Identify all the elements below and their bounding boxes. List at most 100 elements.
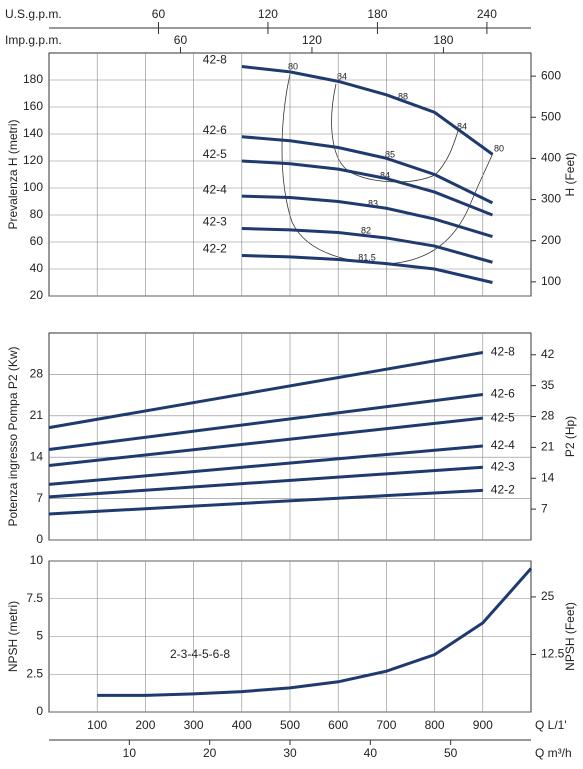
curve-label: 42-3 bbox=[203, 215, 227, 229]
x-axis-label: Q L/1' bbox=[535, 718, 567, 732]
y-tick-label: 180 bbox=[23, 72, 43, 86]
y2-tick-label: 28 bbox=[541, 409, 555, 423]
x-tick-label: 120 bbox=[258, 7, 278, 21]
y2-tick-label: 21 bbox=[541, 440, 555, 454]
efficiency-label: 84 bbox=[337, 71, 347, 81]
y2-tick-label: 200 bbox=[541, 233, 561, 247]
y-tick-label: 120 bbox=[23, 153, 43, 167]
y-axis-label: Prevalenza H (metri) bbox=[6, 119, 20, 229]
y-tick-label: 160 bbox=[23, 99, 43, 113]
y-tick-label: 20 bbox=[30, 288, 44, 302]
curve bbox=[48, 465, 483, 499]
curve bbox=[241, 227, 493, 264]
efficiency-contour bbox=[281, 73, 494, 265]
curve bbox=[241, 135, 494, 205]
x2-tick-label: 40 bbox=[364, 746, 378, 760]
curve-label: 42-2 bbox=[491, 482, 515, 496]
curve-label: 42-6 bbox=[491, 387, 515, 401]
x-tick-label: 200 bbox=[135, 718, 155, 732]
curve-label: 42-5 bbox=[203, 147, 227, 161]
axis-label: U.S.g.p.m. bbox=[5, 7, 62, 21]
x-tick-label: 600 bbox=[328, 718, 348, 732]
x-tick-label: 180 bbox=[433, 33, 453, 47]
curve-label: 42-2 bbox=[203, 242, 227, 256]
curve bbox=[48, 416, 483, 467]
y-tick-label: 14 bbox=[30, 449, 44, 463]
efficiency-label: 85 bbox=[385, 149, 395, 159]
x2-axis-label: Q m³/h bbox=[535, 746, 572, 760]
y-tick-label: 60 bbox=[30, 234, 44, 248]
x-tick-label: 900 bbox=[473, 718, 493, 732]
efficiency-label: 81.5 bbox=[358, 252, 376, 262]
curve bbox=[241, 65, 494, 156]
y-tick-label: 2.5 bbox=[26, 666, 43, 680]
efficiency-label: 80 bbox=[494, 143, 504, 153]
x2-tick-label: 50 bbox=[444, 746, 458, 760]
y-tick-label: 100 bbox=[23, 180, 43, 194]
x-tick-label: 240 bbox=[477, 7, 497, 21]
curve bbox=[48, 351, 484, 430]
efficiency-label: 88 bbox=[398, 91, 408, 101]
curve-label: 42-8 bbox=[491, 345, 515, 359]
y-tick-label: 7 bbox=[36, 491, 43, 505]
curve bbox=[48, 393, 483, 451]
x2-tick-label: 20 bbox=[203, 746, 217, 760]
y-axis-label: NPSH (metri) bbox=[6, 601, 20, 672]
x-tick-label: 180 bbox=[367, 7, 387, 21]
y-tick-label: 0 bbox=[36, 704, 43, 718]
curve-label: 42-8 bbox=[203, 53, 227, 67]
y2-axis-label: P2 (Hp) bbox=[563, 416, 577, 457]
x-tick-label: 800 bbox=[425, 718, 445, 732]
y2-tick-label: 100 bbox=[541, 274, 561, 288]
y-tick-label: 10 bbox=[30, 553, 44, 567]
y-tick-label: 80 bbox=[30, 207, 44, 221]
curve-label: 42-3 bbox=[491, 459, 515, 473]
x-tick-label: 120 bbox=[302, 33, 322, 47]
curve-label: 42-4 bbox=[491, 438, 515, 452]
efficiency-label: 84 bbox=[380, 170, 390, 180]
y-tick-label: 7.5 bbox=[26, 591, 43, 605]
x-tick-label: 100 bbox=[87, 718, 107, 732]
curve bbox=[241, 194, 493, 239]
y2-tick-label: 600 bbox=[541, 68, 561, 82]
y2-tick-label: 400 bbox=[541, 151, 561, 165]
y2-axis-label: NPSH (Feet) bbox=[563, 602, 577, 671]
efficiency-label: 82 bbox=[361, 225, 371, 235]
y2-tick-label: 500 bbox=[541, 109, 561, 123]
x-tick-label: 400 bbox=[232, 718, 252, 732]
x-tick-label: 60 bbox=[152, 7, 166, 21]
x-tick-label: 300 bbox=[184, 718, 204, 732]
x2-tick-label: 10 bbox=[123, 746, 137, 760]
curve bbox=[97, 567, 533, 697]
efficiency-label: 83 bbox=[368, 198, 378, 208]
efficiency-contour bbox=[331, 83, 460, 183]
y2-tick-label: 300 bbox=[541, 192, 561, 206]
y2-tick-label: 7 bbox=[541, 501, 548, 515]
y-tick-label: 40 bbox=[30, 261, 44, 275]
y2-tick-label: 25 bbox=[541, 589, 555, 603]
x-tick-label: 500 bbox=[280, 718, 300, 732]
y-tick-label: 0 bbox=[36, 532, 43, 546]
y-tick-label: 21 bbox=[30, 408, 44, 422]
efficiency-label: 84 bbox=[457, 121, 467, 131]
y2-tick-label: 14 bbox=[541, 470, 555, 484]
y2-axis-label: H (Feet) bbox=[563, 152, 577, 196]
y2-tick-label: 35 bbox=[541, 378, 555, 392]
curve bbox=[241, 159, 493, 217]
curve-label: 42-5 bbox=[491, 410, 515, 424]
x-tick-label: 60 bbox=[174, 33, 188, 47]
curve bbox=[48, 488, 483, 516]
annotation: 2-3-4-5-6-8 bbox=[170, 647, 230, 661]
y2-tick-label: 12.5 bbox=[541, 647, 565, 661]
efficiency-label: 80 bbox=[288, 61, 298, 71]
curve-label: 42-6 bbox=[203, 123, 227, 137]
x-tick-label: 700 bbox=[376, 718, 396, 732]
curve bbox=[48, 444, 483, 486]
y-axis-label: Potenza ingresso Pompa P2 (Kw) bbox=[6, 346, 20, 526]
y2-tick-label: 42 bbox=[541, 347, 555, 361]
curve bbox=[241, 254, 493, 284]
curve-label: 42-4 bbox=[203, 182, 227, 196]
axis-label: Imp.g.p.m. bbox=[5, 33, 62, 47]
x2-tick-label: 30 bbox=[283, 746, 297, 760]
